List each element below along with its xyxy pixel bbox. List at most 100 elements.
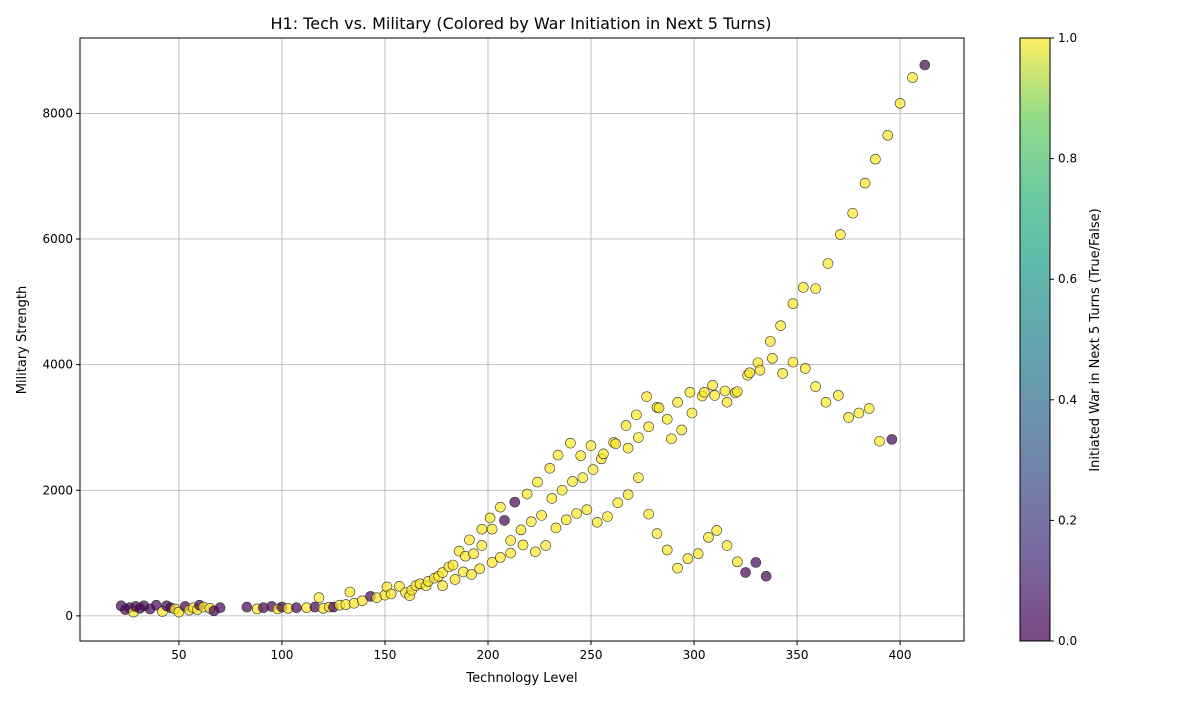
data-point-war [517, 539, 529, 551]
data-point-war [495, 552, 506, 563]
data-point-war [833, 390, 844, 401]
colorbar-label: Initiated War in Next 5 Turns (True/Fals… [1088, 208, 1103, 471]
data-point-war [732, 386, 743, 397]
data-point-war [561, 514, 572, 526]
data-point-war [474, 563, 486, 575]
data-point-war [870, 153, 881, 165]
data-point-war [591, 516, 603, 528]
data-point-war [464, 534, 475, 546]
data-point-war [719, 385, 731, 397]
data-point-war [544, 462, 556, 474]
data-point-war [495, 501, 506, 513]
data-point-war [882, 130, 894, 141]
data-point-war [525, 516, 537, 527]
data-point-war [863, 403, 875, 414]
data-point-war [546, 493, 558, 504]
data-point-war [437, 580, 448, 592]
data-point-war [552, 449, 564, 461]
data-point-war [843, 412, 854, 423]
data-point-war [765, 336, 776, 347]
chart-title: H1: Tech vs. Military (Colored by War In… [270, 14, 771, 33]
data-point-war [820, 397, 832, 408]
grid-lines [80, 38, 964, 641]
data-point-war [622, 442, 634, 454]
data-point-war [313, 592, 325, 603]
data-point-no-war [291, 602, 302, 614]
y-tick-label: 6000 [42, 232, 73, 246]
data-point-war [775, 320, 786, 331]
data-point-war [633, 432, 644, 443]
data-point-war [661, 413, 673, 425]
data-point-war [575, 450, 587, 462]
colorbar-tick-label: 0.8 [1058, 152, 1077, 166]
data-point-war [721, 540, 733, 551]
data-point-war [610, 438, 622, 450]
data-point-war [476, 523, 488, 535]
data-point-war [894, 98, 906, 109]
data-point-war [515, 524, 527, 536]
data-point-no-war [740, 567, 751, 578]
data-point-no-war [919, 59, 931, 71]
colorbar-tick-label: 0.0 [1058, 634, 1077, 648]
data-point-war [672, 562, 683, 574]
data-point-war [550, 522, 562, 534]
data-point-war [484, 512, 496, 524]
data-points [115, 59, 931, 618]
x-tick-label: 300 [683, 648, 706, 662]
data-point-war [661, 544, 673, 556]
data-point-war [666, 433, 677, 445]
data-point-war [810, 381, 821, 392]
y-tick-label: 4000 [42, 358, 73, 372]
data-point-war [797, 282, 809, 293]
data-point-war [385, 588, 397, 600]
x-tick-label: 350 [786, 648, 809, 662]
y-axis-ticks: 0 2000 4000 6000 8000 [42, 106, 80, 623]
data-point-war [536, 510, 547, 521]
data-point-war [468, 548, 479, 559]
data-point-war [571, 508, 582, 519]
data-point-war [486, 557, 498, 568]
data-point-war [620, 420, 632, 431]
x-tick-label: 400 [889, 648, 912, 662]
data-point-no-war [214, 602, 226, 614]
data-point-war [672, 397, 683, 408]
data-point-war [532, 476, 543, 488]
data-point-war [711, 525, 723, 536]
data-point-war [707, 380, 718, 391]
data-point-no-war [750, 557, 762, 568]
data-point-war [732, 556, 743, 568]
data-point-no-war [886, 434, 898, 445]
colorbar-tick-label: 1.0 [1058, 31, 1077, 45]
data-point-no-war [241, 601, 253, 613]
y-tick-label: 0 [65, 609, 73, 623]
data-point-war [859, 177, 871, 189]
data-point-war [530, 546, 541, 558]
x-tick-label: 50 [171, 648, 186, 662]
colorbar-tick-label: 0.2 [1058, 513, 1077, 527]
data-point-war [357, 595, 368, 607]
data-point-no-war [760, 571, 772, 582]
data-point-war [344, 586, 356, 598]
data-point-war [692, 548, 704, 559]
data-point-war [587, 464, 599, 475]
data-point-war [449, 574, 461, 585]
data-point-war [633, 472, 644, 483]
data-point-war [787, 356, 799, 368]
data-point-war [602, 511, 613, 522]
data-point-war [466, 569, 477, 580]
data-point-war [505, 535, 516, 546]
data-point-war [643, 508, 655, 520]
data-point-war [676, 424, 687, 436]
data-point-war [643, 421, 655, 433]
colorbar-tick-label: 0.6 [1058, 272, 1077, 286]
data-point-war [567, 476, 578, 487]
data-point-war [585, 440, 597, 451]
colorbar-tick-label: 0.4 [1058, 393, 1077, 407]
data-point-war [847, 207, 859, 219]
data-point-war [521, 488, 533, 500]
data-point-war [682, 553, 694, 565]
x-tick-label: 200 [477, 648, 500, 662]
data-point-war [556, 484, 568, 496]
data-point-war [565, 437, 576, 449]
data-point-war [787, 298, 799, 309]
